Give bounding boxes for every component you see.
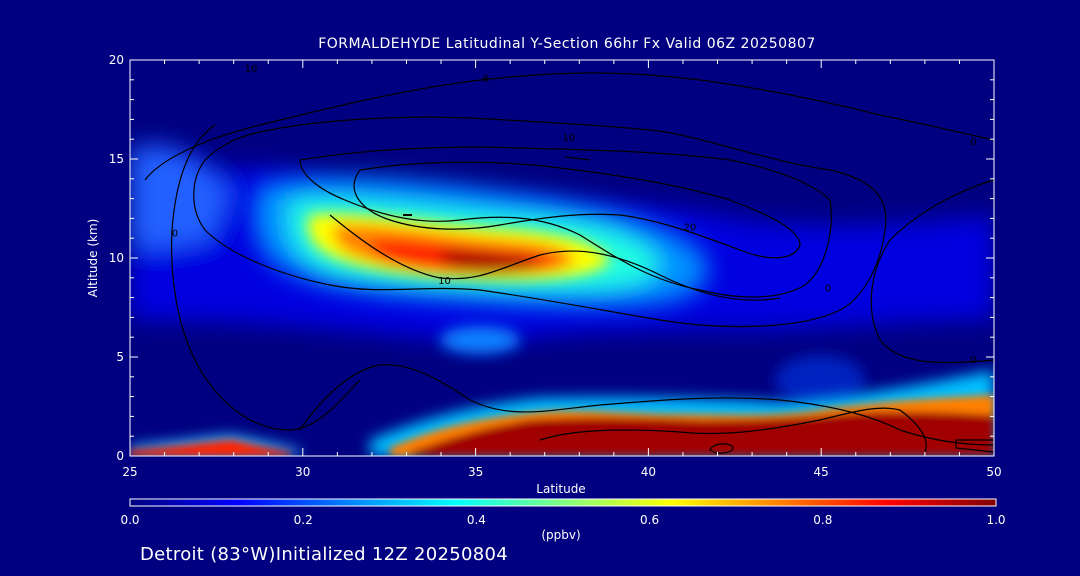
- contour-surface: [539, 407, 927, 453]
- colorbar-tick-label: 0.6: [640, 513, 659, 527]
- contour-20: [353, 161, 801, 259]
- colorbar: [129, 498, 997, 507]
- contour-label: 10: [245, 64, 258, 75]
- colorbar-tick-label: 0.2: [294, 513, 313, 527]
- y-axis-ticks: [130, 59, 994, 457]
- colorbar-tick-label: 0.0: [120, 513, 139, 527]
- x-tick-label: 30: [295, 465, 310, 479]
- y-tick-label: 5: [116, 350, 124, 364]
- colorbar-tick-label: 0.8: [813, 513, 832, 527]
- y-tick-label: 15: [109, 152, 124, 166]
- contour-left: [171, 124, 361, 431]
- contour-label: 6: [483, 74, 489, 85]
- contour-label: 0: [825, 284, 831, 295]
- x-tick-labels: 25 30 35 40 45 50: [122, 465, 1001, 479]
- contour-10: [193, 116, 887, 328]
- contour-right-box: [955, 439, 994, 453]
- contour-lines: [144, 72, 994, 454]
- chart-title: FORMALDEHYDE Latitudinal Y-Section 66hr …: [318, 36, 816, 52]
- contour-inner: [329, 214, 781, 301]
- y-tick-label: 0: [116, 449, 124, 463]
- y-tick-label: 20: [109, 53, 124, 67]
- contour-label: 10: [563, 133, 576, 144]
- contour-label: 20: [684, 222, 697, 233]
- y-tick-label: 10: [109, 251, 124, 265]
- contour-label: 0: [970, 355, 976, 366]
- heatmap-field: [130, 60, 994, 456]
- field-mid-spot: [440, 326, 865, 405]
- x-axis-ticks: [129, 60, 995, 456]
- contour-dash-1: [564, 156, 591, 161]
- x-tick-label: 25: [122, 465, 137, 479]
- x-tick-label: 45: [814, 465, 829, 479]
- contour-label: 0: [970, 137, 976, 148]
- contour-outer: [144, 72, 994, 181]
- contour-low: [299, 364, 994, 446]
- x-tick-label: 50: [986, 465, 1001, 479]
- colorbar-unit-label: (ppbv): [541, 528, 581, 542]
- x-tick-label: 35: [468, 465, 483, 479]
- colorbar-tick-label: 0.4: [467, 513, 486, 527]
- contour-label: 10: [438, 276, 451, 287]
- contour-15: [299, 146, 832, 298]
- colorbar-tick-label: 1.0: [986, 513, 1005, 527]
- footer-caption: Detroit (83°W)Initialized 12Z 20250804: [140, 544, 508, 565]
- colorbar-tick-labels: 0.0 0.2 0.4 0.6 0.8 1.0: [120, 513, 1005, 527]
- contour-labels: 10 6 10 20 10 0 0 0 0: [172, 64, 977, 366]
- y-tick-labels: 0 5 10 15 20: [109, 53, 124, 463]
- contour-label: 0: [172, 228, 178, 239]
- x-axis-label: Latitude: [536, 482, 586, 496]
- x-tick-label: 40: [641, 465, 656, 479]
- y-axis-label: Altitude (km): [86, 218, 100, 298]
- contour-small: [709, 443, 734, 454]
- contour-right: [870, 179, 994, 364]
